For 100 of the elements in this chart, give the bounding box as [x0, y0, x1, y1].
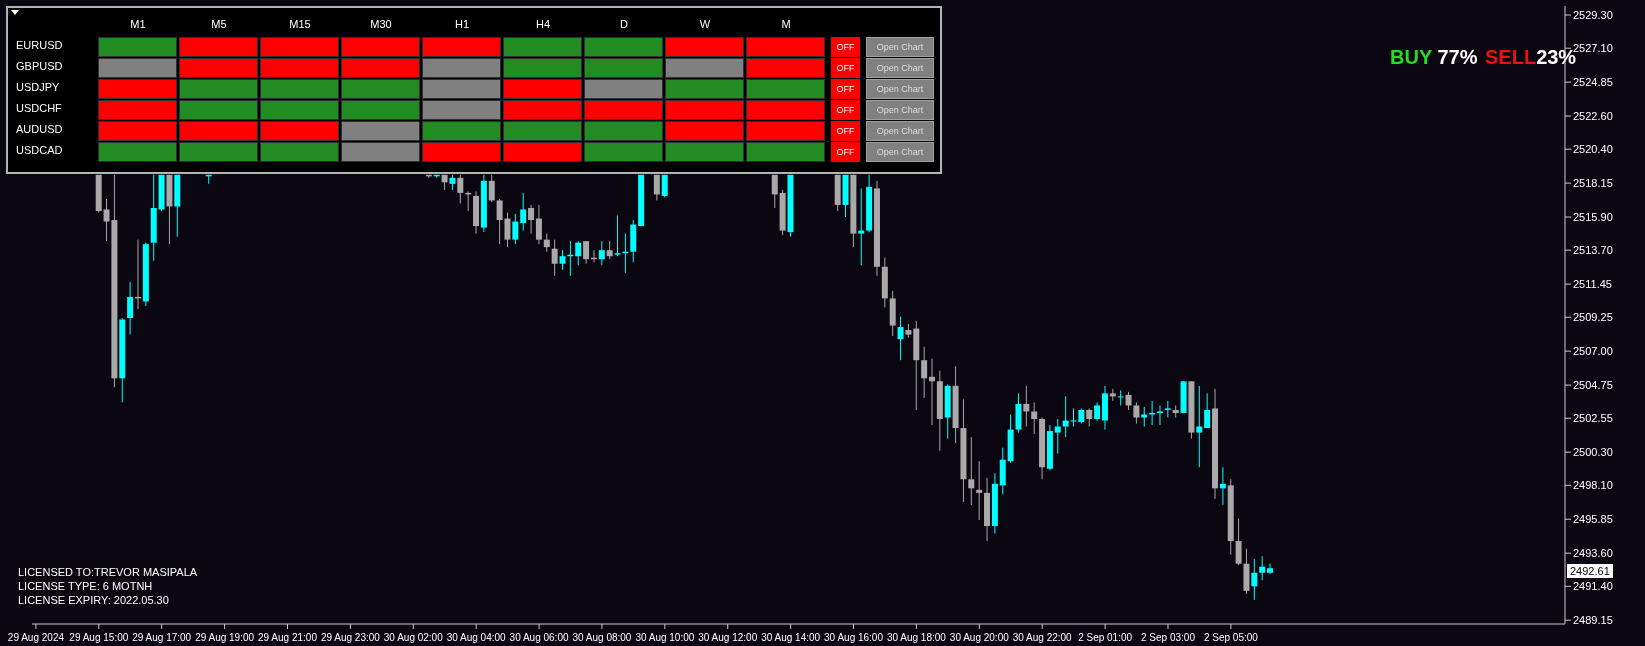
candlestick: [551, 239, 558, 277]
candlestick: [1141, 406, 1148, 428]
category-label: EURUSD: [16, 39, 63, 51]
y-tick-label: 2491.40: [1573, 580, 1613, 593]
x-tick-label: 30 Aug 06:00: [509, 632, 569, 643]
y-tick-label: 2493.60: [1573, 547, 1613, 560]
y-tick-label: 2522.60: [1573, 110, 1613, 123]
candlestick: [583, 240, 590, 265]
y-tick-label: 2504.75: [1573, 379, 1613, 392]
candlestick: [1062, 395, 1069, 438]
candlestick: [1235, 517, 1242, 566]
category-label: W: [698, 18, 712, 30]
candlestick: [858, 187, 865, 266]
candlestick: [127, 281, 134, 336]
annotation: LICENSED TO:TREVOR MASIPALA: [18, 566, 198, 578]
category-label: H4: [534, 18, 552, 30]
annotation: OFF: [831, 58, 860, 78]
annotation: LICENSE EXPIRY: 2022.05.30: [18, 594, 169, 606]
category-label: M5: [210, 18, 228, 30]
annotation: LICENSE TYPE: 6 MOTNH: [18, 580, 153, 592]
y-tick-label: 2509.25: [1573, 311, 1613, 324]
y-tick-label: 2529.30: [1573, 9, 1613, 22]
annotation: Open Chart: [866, 100, 934, 120]
x-tick-label: 30 Aug 20:00: [949, 632, 1010, 643]
annotation: OFF: [831, 100, 860, 120]
annotation: BUY 77%: [1390, 46, 1478, 68]
category-label: AUDUSD: [16, 123, 63, 135]
x-tick-label: 29 Aug 15:00: [69, 632, 129, 643]
category-label: GBPUSD: [16, 60, 63, 72]
candlestick: [614, 215, 621, 257]
y-tick-label: 2524.85: [1573, 76, 1613, 89]
candlestick: [1133, 401, 1140, 425]
y-tick-label: 2507.00: [1573, 345, 1613, 358]
candlestick: [1251, 558, 1258, 601]
x-tick-label: 30 Aug 12:00: [698, 632, 758, 643]
candlestick: [921, 346, 928, 399]
annotation: Open Chart: [866, 37, 934, 57]
candlestick: [543, 233, 550, 253]
y-tick-label: 2498.10: [1573, 479, 1613, 492]
x-tick-label: 2 Sep 01:00: [1078, 632, 1133, 643]
annotation: Open Chart: [866, 79, 934, 99]
candlestick: [535, 204, 542, 245]
candlestick: [606, 240, 613, 260]
annotation: Open Chart: [866, 58, 934, 78]
x-tick-label: 30 Aug 16:00: [824, 632, 884, 643]
y-tick-label: 2515.90: [1573, 211, 1613, 224]
candlestick: [1267, 563, 1274, 575]
candlestick: [1094, 401, 1101, 422]
annotation: OFF: [831, 142, 860, 162]
y-tick-label: 2489.15: [1573, 614, 1613, 627]
candlestick: [1204, 392, 1211, 429]
candlestick: [528, 204, 535, 235]
category-label: USDCHF: [16, 102, 62, 114]
x-tick-label: 29 Aug 17:00: [132, 632, 192, 643]
candlestick: [968, 436, 975, 506]
candlestick: [598, 240, 605, 266]
x-tick-label: 2 Sep 05:00: [1203, 632, 1259, 643]
x-tick-label: 29 Aug 19:00: [195, 632, 255, 643]
category-label: D: [619, 18, 629, 30]
x-tick-label: 30 Aug 14:00: [761, 632, 821, 643]
y-tick-label: 2495.85: [1573, 513, 1613, 526]
x-tick-label: 30 Aug 10:00: [635, 632, 695, 643]
category-label: USDCAD: [16, 144, 63, 156]
category-label: H1: [453, 18, 471, 30]
y-tick-label: 2502.55: [1573, 412, 1613, 425]
candlestick: [897, 316, 904, 361]
y-tick-label: 2527.10: [1573, 42, 1613, 55]
candlestick: [1054, 418, 1061, 455]
candlestick: [1125, 391, 1132, 411]
annotation: Open Chart: [866, 142, 934, 162]
candlestick: [1259, 555, 1266, 581]
y-tick-label: 2513.70: [1573, 244, 1613, 257]
x-tick-label: 30 Aug 22:00: [1012, 632, 1073, 643]
candlestick: [1031, 401, 1038, 435]
y-tick-label: 2520.40: [1573, 143, 1613, 156]
candlestick: [512, 213, 519, 245]
category-label: M1: [129, 18, 147, 30]
category-label: M: [780, 18, 792, 30]
x-tick-label: 2 Sep 03:00: [1141, 632, 1196, 643]
annotation: OFF: [831, 37, 860, 57]
candlestick: [1086, 407, 1093, 428]
x-tick-label: 29 Aug 21:00: [258, 632, 318, 643]
candlestick: [1156, 404, 1163, 426]
x-tick-label: 30 Aug 04:00: [446, 632, 507, 643]
x-tick-label: 30 Aug 18:00: [886, 632, 947, 643]
x-tick-label: 30 Aug 08:00: [572, 632, 632, 643]
candlestick: [976, 460, 983, 521]
category-label: M30: [369, 18, 393, 30]
candlestick: [559, 249, 566, 271]
category-label: USDJPY: [16, 81, 60, 93]
candlestick: [520, 192, 527, 232]
candlestick: [1023, 385, 1030, 428]
candlestick: [575, 240, 582, 266]
annotation: OFF: [831, 79, 860, 99]
y-tick-label: 2500.30: [1573, 446, 1613, 459]
y-tick-label: 2518.15: [1573, 177, 1613, 190]
category-label: M15: [288, 18, 312, 30]
annotation: OFF: [831, 121, 860, 141]
y-tick-label: 2511.45: [1573, 278, 1612, 291]
candlestick: [1117, 389, 1124, 406]
